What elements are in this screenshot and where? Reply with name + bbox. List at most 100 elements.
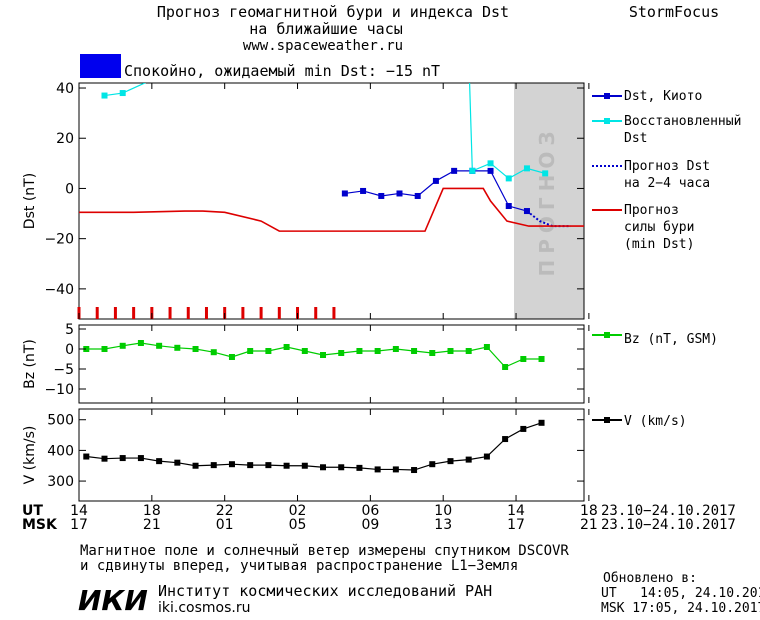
legend-bz-label: Bz (nT, GSM) <box>624 332 718 347</box>
data-point <box>520 425 527 432</box>
data-point <box>265 462 272 469</box>
y-tick-label: 0 <box>65 181 74 197</box>
x-tick-label-msk: 05 <box>289 517 307 533</box>
data-point <box>414 192 421 199</box>
legend-dst-kyoto: Dst, Киото <box>592 89 702 104</box>
data-point <box>538 356 545 362</box>
x-tick-label-ut: 18 <box>580 503 598 519</box>
title-line-2: на ближайшие часы <box>249 20 403 38</box>
data-point <box>101 455 108 462</box>
y-tick-label: 500 <box>47 413 74 429</box>
status-text: Спокойно, ожидаемый min Dst: −15 nT <box>124 62 440 80</box>
source-url[interactable]: www.spaceweather.ru <box>243 38 403 54</box>
data-point <box>301 462 308 469</box>
data-point <box>465 456 472 463</box>
legend-dst-kyoto-label: Dst, Киото <box>624 89 702 104</box>
data-point <box>429 350 436 356</box>
dst-panel: ПРОГНОЗ <box>77 82 585 320</box>
data-point <box>174 459 181 466</box>
data-point <box>483 344 490 350</box>
forecast-zone-label: ПРОГНОЗ <box>535 125 559 276</box>
status-color-swatch <box>80 54 121 78</box>
x-tick-label-ut: 14 <box>70 503 88 519</box>
data-point <box>174 344 181 351</box>
dst-plot-frame <box>78 82 585 320</box>
data-point <box>156 458 163 465</box>
legend-v: V (km/s) <box>592 414 687 429</box>
data-point <box>320 352 327 358</box>
legend-bz: Bz (nT, GSM) <box>592 332 718 347</box>
y-tick-label: −5 <box>53 362 74 378</box>
series-line <box>86 422 542 471</box>
data-point <box>447 458 454 465</box>
title-line-1: Прогноз геомагнитной бури и индекса Dst <box>157 3 509 21</box>
data-point <box>119 455 126 462</box>
data-point <box>83 346 90 352</box>
data-point <box>374 466 381 473</box>
data-point <box>247 348 254 354</box>
x-tick-label-ut: 14 <box>507 503 525 519</box>
y-tick-label: 0 <box>65 342 74 358</box>
data-point <box>487 160 494 167</box>
data-point <box>341 190 348 197</box>
x-tick-label-ut: 02 <box>289 503 307 519</box>
x-tick-label-msk: 21 <box>580 517 598 533</box>
y-tick-label: 40 <box>56 81 74 97</box>
y-tick-label: 20 <box>56 131 74 147</box>
data-point <box>378 192 385 199</box>
data-point <box>374 348 381 354</box>
series-line <box>79 187 584 232</box>
x-tick-label-ut: 22 <box>216 503 234 519</box>
y-tick-label: −10 <box>44 382 74 398</box>
msk-row-label: MSK <box>22 517 58 533</box>
data-point <box>283 344 290 350</box>
data-point <box>156 342 163 349</box>
legend-restored-line-2: Dst <box>624 131 647 146</box>
data-point <box>502 436 509 443</box>
data-point <box>137 340 144 346</box>
data-point <box>396 190 403 197</box>
data-point <box>411 348 418 354</box>
brand-name: StormFocus <box>629 3 719 21</box>
data-point <box>520 356 527 362</box>
y-tick-label: 400 <box>47 443 74 459</box>
footer-note-line-1: Магнитное поле и солнечный ветер измерен… <box>80 543 569 559</box>
data-point <box>192 462 199 469</box>
data-point <box>119 90 126 97</box>
data-point <box>392 346 399 352</box>
institute-site[interactable]: iki.cosmos.ru <box>158 600 250 616</box>
legend-forecast-line-2: на 2−4 часа <box>624 176 710 191</box>
ut-row-label: UT <box>22 503 43 519</box>
ut-dates: 23.10−24.10.2017 <box>601 503 736 519</box>
x-tick-label-ut: 06 <box>361 503 379 519</box>
data-point <box>542 170 549 177</box>
iki-logo: ИКИ <box>78 584 148 617</box>
data-point <box>210 349 217 356</box>
data-point <box>301 348 308 354</box>
series-line <box>526 210 571 228</box>
bz-axis-label: Bz (nT) <box>22 339 38 389</box>
series-line <box>104 83 546 180</box>
data-point <box>338 350 345 356</box>
legend-storm-strength: Прогноз силы бури (min Dst) <box>592 203 694 252</box>
x-tick-label-msk: 17 <box>507 517 525 533</box>
legend-dst-forecast: Прогноз Dst на 2−4 часа <box>592 159 710 191</box>
data-point <box>338 464 345 471</box>
data-point <box>447 348 454 354</box>
institute-name: Институт космических исследований РАН <box>158 582 492 600</box>
x-tick-label-msk: 21 <box>143 517 161 533</box>
data-point <box>411 467 418 474</box>
v-panel <box>78 408 585 502</box>
data-point <box>451 167 458 174</box>
x-tick-label-msk: 01 <box>216 517 234 533</box>
data-point <box>356 348 363 354</box>
data-point <box>502 364 509 370</box>
dst-axis-label: Dst (nT) <box>22 173 38 229</box>
data-point <box>101 346 108 352</box>
data-point <box>432 177 439 184</box>
data-point <box>228 354 235 360</box>
y-tick-label: −40 <box>44 282 74 298</box>
data-point <box>523 165 530 172</box>
forecast-zone <box>514 83 584 319</box>
